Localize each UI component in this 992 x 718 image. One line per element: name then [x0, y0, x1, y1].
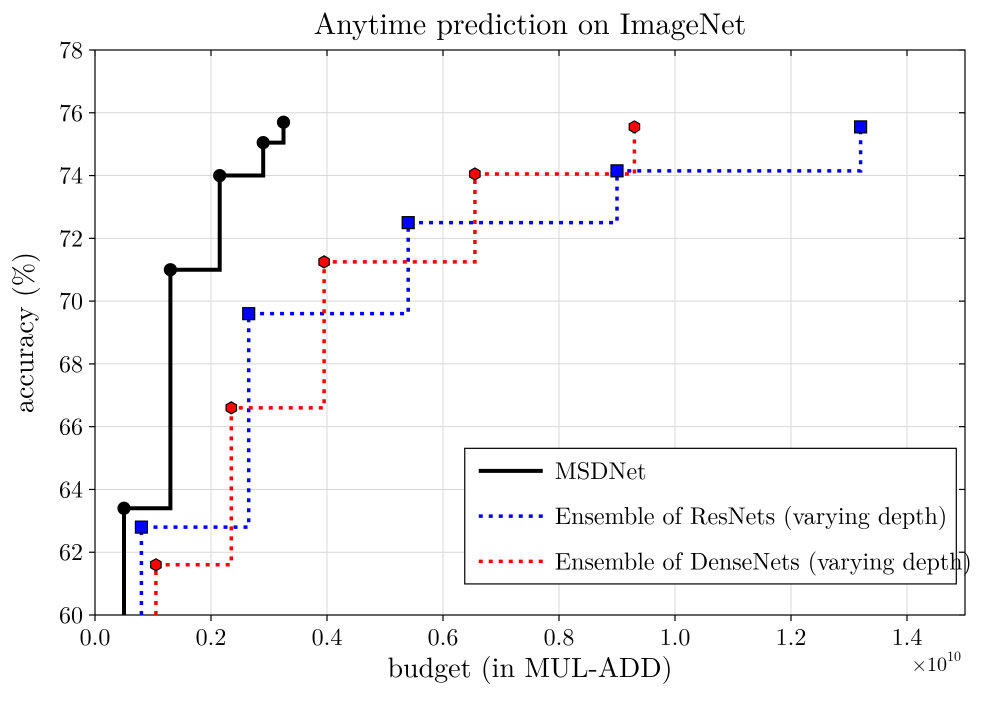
- y-tick-label: 62: [59, 533, 83, 567]
- y-tick-label: 78: [59, 31, 83, 65]
- marker-square: [135, 521, 147, 533]
- y-tick-label: 76: [59, 94, 83, 128]
- marker-circle: [257, 137, 269, 149]
- y-tick-label: 66: [59, 408, 83, 442]
- y-tick-label: 64: [59, 470, 83, 504]
- marker-hexagon: [151, 559, 161, 571]
- chart-title: Anytime prediction on ImageNet: [314, 0, 747, 43]
- chart-svg: 0.00.20.40.60.81.01.21.46062646668707274…: [0, 0, 992, 718]
- y-tick-label: 74: [59, 157, 83, 191]
- marker-square: [611, 165, 623, 177]
- x-tick-label: 1.2: [776, 618, 807, 652]
- y-tick-label: 72: [59, 219, 83, 253]
- x-tick-label: 0.0: [80, 618, 111, 652]
- legend-label: MSDNet: [555, 452, 647, 486]
- x-tick-label: 0.4: [312, 618, 343, 652]
- y-tick-label: 68: [59, 345, 83, 379]
- marker-hexagon: [319, 256, 329, 268]
- legend-label: Ensemble of DenseNets (varying depth): [555, 542, 972, 576]
- marker-circle: [164, 264, 176, 276]
- marker-hexagon: [226, 402, 236, 414]
- marker-hexagon: [629, 121, 639, 133]
- marker-circle: [118, 502, 130, 514]
- legend-label: Ensemble of ResNets (varying depth): [555, 497, 947, 531]
- chart-container: 0.00.20.40.60.81.01.21.46062646668707274…: [0, 0, 992, 718]
- x-exponent-label: ×1010: [911, 646, 961, 677]
- x-tick-label: 1.4: [892, 618, 923, 652]
- x-tick-label: 0.2: [196, 618, 227, 652]
- marker-square: [855, 121, 867, 133]
- y-axis-label: accuracy (%): [2, 252, 42, 413]
- y-tick-label: 60: [59, 596, 83, 630]
- marker-circle: [214, 170, 226, 182]
- x-axis-label: budget (in MUL-ADD): [387, 646, 672, 686]
- marker-circle: [278, 116, 290, 128]
- y-tick-label: 70: [59, 282, 83, 316]
- marker-hexagon: [470, 168, 480, 180]
- marker-square: [243, 308, 255, 320]
- marker-square: [402, 217, 414, 229]
